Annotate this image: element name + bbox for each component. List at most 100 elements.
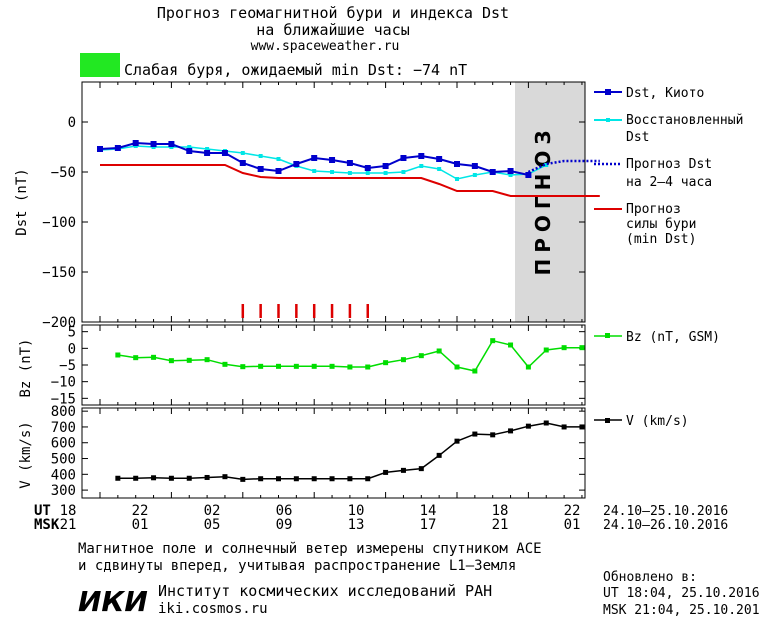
dst-kyoto-point (364, 165, 371, 171)
bz-point (276, 363, 281, 369)
legend-v-marker (605, 418, 610, 423)
v-point (436, 452, 442, 458)
ut-row-label: UT (34, 503, 51, 519)
y-tick-label: 800 (51, 404, 76, 420)
ut-date-range: 24.10–25.10.2016 (603, 504, 728, 519)
legend-forecast-1: Прогноз Dst (626, 157, 712, 172)
y-tick-label: 600 (51, 436, 76, 452)
y-tick-label: 5 (68, 325, 76, 341)
dst-kyoto-point (275, 168, 282, 174)
bz-point (258, 363, 264, 369)
legend-dst-kyoto: Dst, Киото (626, 86, 704, 101)
dst-panel-border (81, 81, 586, 323)
y-tick-label: 400 (51, 467, 76, 483)
restored-dst-point (437, 167, 442, 171)
ut-tick-label: 06 (276, 503, 293, 519)
v-point (133, 475, 139, 481)
restored-dst-line (99, 145, 547, 180)
bz-point (525, 364, 531, 370)
v-point (543, 420, 549, 426)
y-tick-label: 500 (51, 452, 76, 468)
bz-point (311, 363, 317, 369)
bz-point (543, 347, 549, 353)
updated-ut: UT 18:04, 25.10.2016 (603, 586, 760, 601)
bz-point (204, 357, 210, 363)
bz-point (151, 354, 157, 360)
restored-dst-point (312, 169, 317, 173)
institute-url[interactable]: iki.cosmos.ru (158, 601, 268, 617)
legend-storm-3: (min Dst) (626, 232, 696, 247)
restored-dst-point (401, 170, 406, 174)
dst-kyoto-point (221, 150, 228, 156)
restored-dst-point (258, 154, 263, 158)
bz-point (168, 358, 174, 364)
dst-kyoto-point (382, 163, 389, 169)
y-tick-label: −5 (59, 358, 76, 374)
v-axis-label: V (km/s) (18, 421, 34, 488)
updated-label: Обновлено в: (603, 570, 697, 585)
dst-kyoto-point (525, 172, 532, 178)
storm-status-swatch (80, 53, 120, 77)
restored-dst-point (383, 171, 388, 175)
v-point (115, 475, 121, 481)
legend-bz-marker (605, 333, 610, 338)
restored-dst-point (472, 173, 477, 177)
legend-restored-1: Восстановленный (626, 113, 743, 128)
ut-tick-label: 18 (60, 503, 77, 519)
restored-dst-point (276, 157, 281, 161)
msk-tick-label: 13 (348, 517, 365, 533)
bz-point (186, 357, 192, 363)
footer-note-line1: Магнитное поле и солнечный ветер измерен… (78, 541, 542, 557)
bz-point (329, 363, 335, 369)
chart-title-line1: Прогноз геомагнитной бури и индекса Dst (157, 4, 509, 22)
y-tick-label: −50 (51, 165, 76, 181)
v-point (418, 466, 424, 472)
v-point (186, 475, 192, 481)
v-point (311, 476, 317, 482)
restored-dst-point (347, 171, 352, 175)
bz-point (454, 364, 460, 370)
dst-kyoto-point (97, 146, 103, 152)
restored-dst-point (187, 145, 192, 149)
dst-kyoto-point (293, 161, 300, 167)
restored-dst-point (544, 163, 549, 167)
dst-kyoto-point (204, 150, 211, 156)
ut-tick-label: 18 (492, 503, 509, 519)
bz-point (418, 353, 424, 359)
v-point (490, 432, 496, 438)
v-point (240, 476, 246, 482)
dst-kyoto-point (168, 141, 175, 147)
bz-point (561, 345, 567, 351)
bz-point (436, 348, 442, 354)
ut-tick-label: 02 (204, 503, 221, 519)
series-layer (97, 140, 600, 482)
v-point (454, 438, 460, 444)
forecast-region (515, 82, 585, 322)
restored-dst-point (365, 171, 370, 175)
v-point (276, 476, 281, 482)
v-point (400, 467, 406, 473)
dst-kyoto-point (346, 160, 353, 166)
y-tick-label: −100 (42, 215, 76, 231)
legend-forecast-2: на 2–4 часа (626, 175, 712, 190)
restored-dst-point (508, 173, 513, 177)
storm-status-text: Слабая буря, ожидаемый min Dst: −74 nT (124, 61, 467, 79)
bz-point (133, 355, 139, 361)
dst-kyoto-point (471, 163, 478, 169)
restored-dst-point (455, 177, 459, 181)
legend-storm-2: силы бури (626, 217, 696, 232)
iki-logo: ИКИ (78, 585, 148, 618)
y-tick-label: −150 (42, 265, 76, 281)
dst-kyoto-point (186, 148, 193, 154)
y-tick-label: 300 (51, 483, 76, 499)
v-point (168, 475, 174, 481)
msk-tick-label: 21 (492, 517, 509, 533)
bz-point (365, 364, 371, 370)
legend-dst-marker (605, 89, 611, 95)
v-point (204, 474, 210, 480)
v-point (508, 428, 514, 434)
msk-tick-label: 01 (132, 517, 149, 533)
dst-forecast-line (527, 159, 600, 174)
ut-tick-label: 22 (564, 503, 581, 519)
